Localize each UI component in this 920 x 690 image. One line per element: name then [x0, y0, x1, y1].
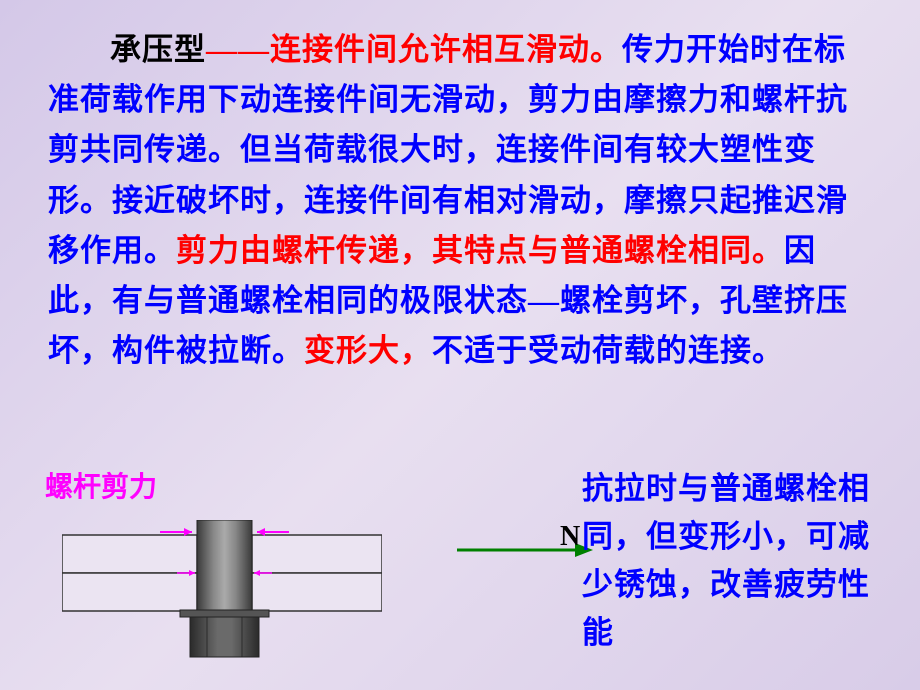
- text-segment: 不适于受动荷载的连接。: [432, 333, 784, 368]
- main-paragraph: 承压型——连接件间允许相互滑动。传力开始时在标准荷载作用下动连接件间无滑动，剪力…: [0, 0, 920, 377]
- text-segment: 剪力由螺杆传递，其特点与普通螺栓相同。: [176, 233, 784, 268]
- shear-force-label: 螺杆剪力: [45, 465, 157, 505]
- text-segment: 承压型: [110, 32, 206, 67]
- n-force-label: N: [560, 521, 580, 553]
- right-side-text: 抗拉时与普通螺栓相同，但变形小，可减少锈蚀，改善疲劳性能: [582, 465, 892, 657]
- bolt-diagram: [62, 520, 382, 670]
- text-segment: 变形大，: [304, 333, 432, 368]
- text-segment: ——连接件间允许相互滑动。: [206, 32, 622, 67]
